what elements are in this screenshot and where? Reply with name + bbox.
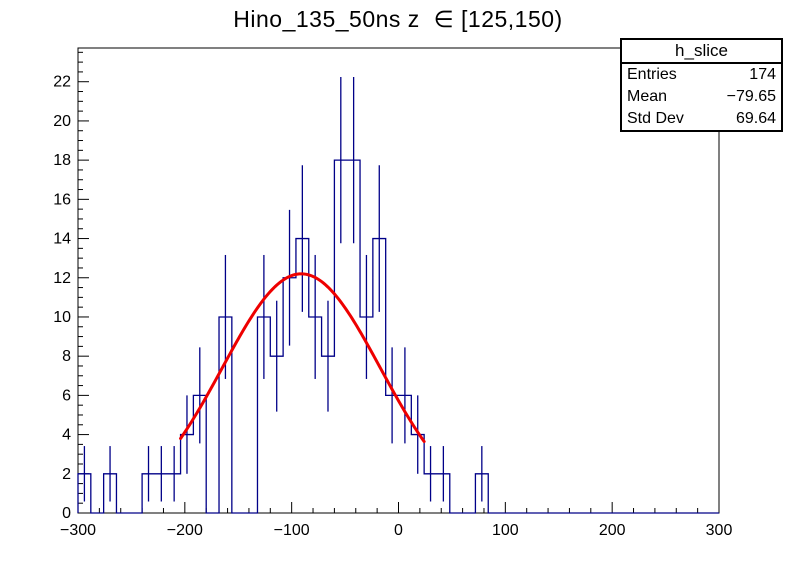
y-tick-label: 0 — [62, 505, 71, 522]
y-tick-label: 12 — [53, 270, 71, 287]
stats-row-value: 69.64 — [735, 110, 776, 127]
y-tick-label: 10 — [53, 309, 71, 326]
stats-box: h_slice Entries 174 Mean −79.65 Std Dev 69.64 — [620, 38, 783, 132]
y-tick-label: 16 — [53, 191, 71, 208]
stats-row-value: 174 — [749, 66, 776, 83]
y-tick-label: 20 — [53, 113, 71, 130]
y-tick-label: 8 — [62, 348, 71, 365]
y-tick-label: 6 — [62, 387, 71, 404]
stats-row-label: Mean — [627, 88, 668, 105]
stats-box-rows: Entries 174 Mean −79.65 Std Dev 69.64 — [622, 64, 781, 130]
x-tick-label: 200 — [599, 522, 626, 539]
x-tick-label: −100 — [274, 522, 310, 539]
y-tick-label: 14 — [53, 231, 71, 248]
stats-row-label: Std Dev — [627, 110, 684, 127]
x-tick-label: −300 — [60, 522, 96, 539]
stats-box-title: h_slice — [622, 40, 781, 64]
y-tick-label: 18 — [53, 152, 71, 169]
stats-row: Entries 174 — [622, 64, 781, 86]
stats-row-label: Entries — [627, 66, 677, 83]
stats-row: Mean −79.65 — [622, 86, 781, 108]
y-tick-label: 2 — [62, 466, 71, 483]
fit-curve — [179, 272, 426, 444]
x-tick-label: 0 — [394, 522, 403, 539]
x-tick-label: 100 — [492, 522, 519, 539]
y-tick-label: 4 — [62, 427, 71, 444]
stats-row: Std Dev 69.64 — [622, 108, 781, 130]
x-tick-label: 300 — [706, 522, 733, 539]
y-tick-label: 22 — [53, 74, 71, 91]
x-tick-label: −200 — [167, 522, 203, 539]
stats-row-value: −79.65 — [726, 88, 776, 105]
plot-title: Hino_135_50ns z ∈ [125,150) — [233, 6, 563, 32]
